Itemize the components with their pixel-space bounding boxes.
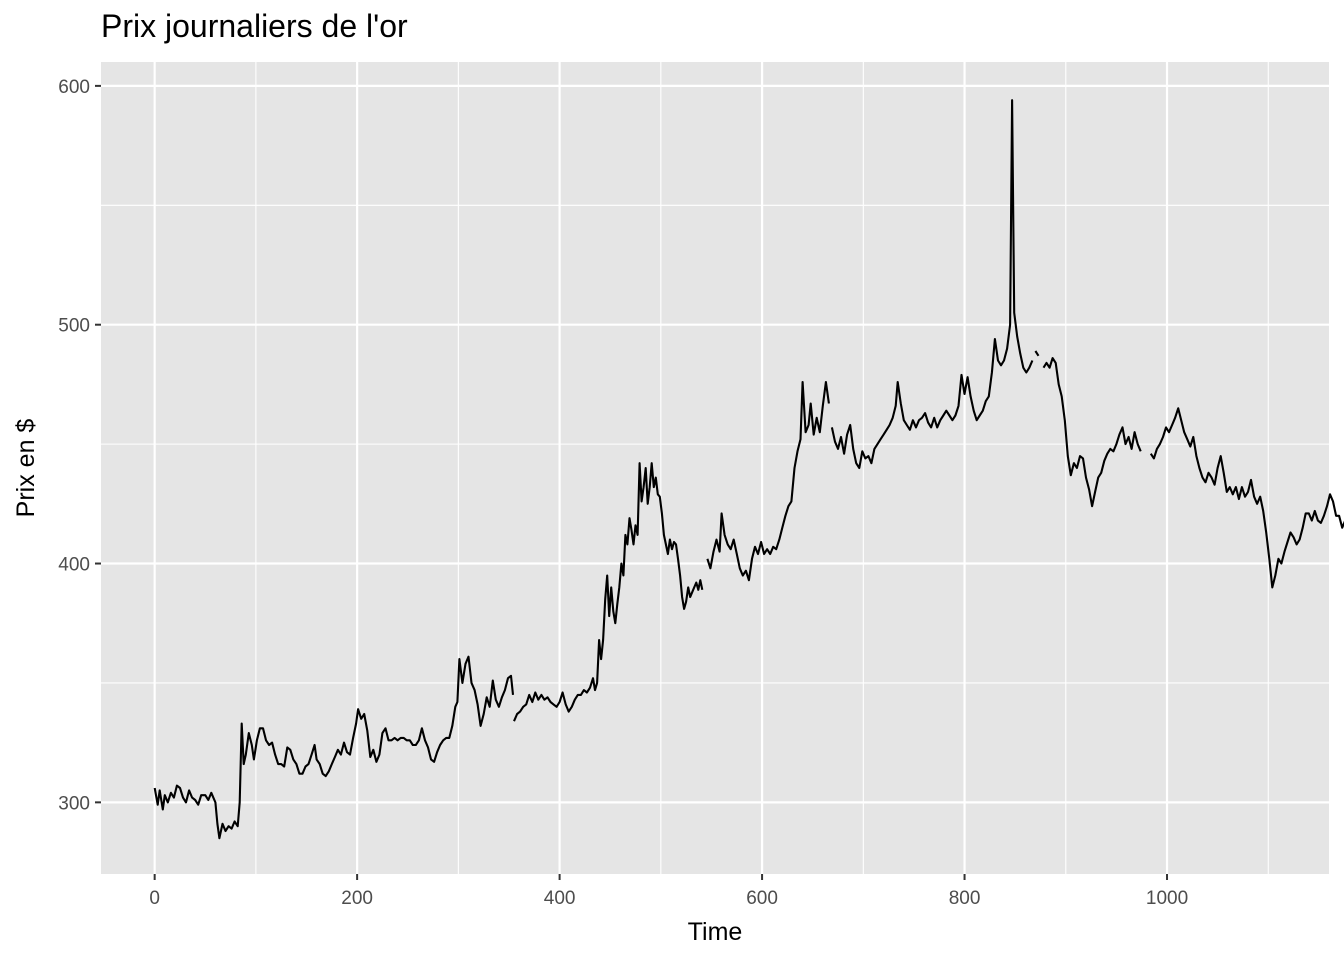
y-tick-label: 400: [58, 555, 90, 576]
price-line-segment: [513, 462, 704, 722]
x-tick-label: 600: [746, 888, 778, 909]
x-tick-label: 200: [341, 888, 373, 909]
minor-gridlines: [101, 62, 1329, 874]
y-axis: 300 400 500 600: [58, 77, 101, 814]
x-tick-label: 1000: [1146, 888, 1188, 909]
price-line-segment: [1034, 350, 1040, 357]
price-line-segment: [706, 380, 830, 582]
price-line-segment: [1042, 357, 1142, 508]
x-axis: 0 200 400 600 800 1000: [149, 874, 1188, 909]
major-gridlines: [101, 62, 1329, 874]
y-tick-label: 500: [58, 316, 90, 337]
price-series: [153, 99, 1344, 840]
x-tick-label: 0: [149, 888, 160, 909]
x-tick-label: 400: [544, 888, 576, 909]
chart-title: Prix journaliers de l'or: [101, 8, 408, 44]
price-line-segment: [830, 99, 1034, 470]
y-axis-title: Prix en $: [12, 419, 40, 518]
price-line-segment: [153, 655, 515, 840]
x-tick-label: 800: [949, 888, 981, 909]
y-tick-label: 300: [58, 793, 90, 814]
y-tick-label: 600: [58, 77, 90, 98]
x-axis-title: Time: [688, 918, 743, 946]
price-line-segment: [1149, 407, 1344, 589]
plot-panel: [101, 62, 1329, 874]
